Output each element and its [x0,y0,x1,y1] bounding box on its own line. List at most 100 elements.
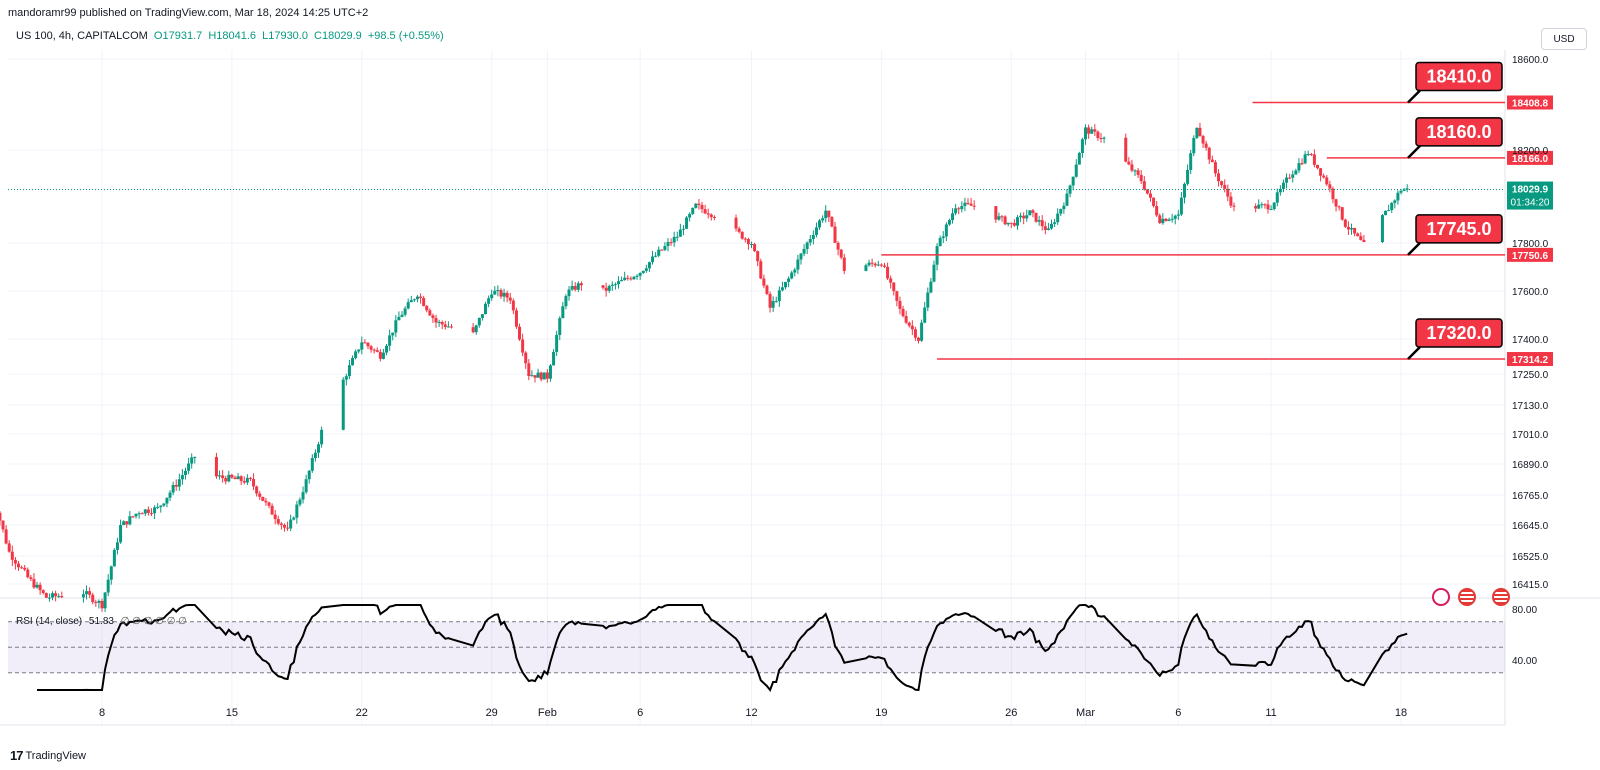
candle-body [601,285,605,288]
candle-body [1087,127,1091,134]
candle-body [1254,206,1258,209]
symbol-title: US 100, 4h, CAPITALCOM [16,30,148,42]
candle-body [60,596,64,598]
candle-body [1046,228,1050,230]
candle-body [137,513,141,515]
currency-button[interactable]: USD [1541,28,1587,50]
candle-body [672,236,676,243]
candle-body [360,342,364,350]
candle-body [245,477,249,483]
candle-body [1170,218,1174,220]
candle-body [437,321,441,323]
us-flag-event-icon[interactable] [1458,588,1476,606]
x-tick-label: 29 [486,707,498,719]
candle-body [153,507,157,514]
y-tick-label: 16415.0 [1512,580,1549,591]
candle-body [521,339,525,353]
candle-body [1053,222,1057,224]
candle-body [567,289,571,297]
us-flag-event-icon-2[interactable] [1492,588,1510,606]
candle-body [347,365,351,377]
candle-body [1340,207,1344,220]
candle-body [1384,210,1388,216]
candle-body [876,264,880,266]
candle-body [1173,215,1177,219]
candle-body [159,505,163,508]
candle-body [1405,188,1409,190]
candle-body [1003,216,1007,225]
candle-body [406,302,410,309]
candle-body [1399,190,1403,193]
candle-body [1043,226,1047,230]
candle-body [122,521,126,526]
candle-body [1269,209,1273,211]
candle-body [1183,183,1186,198]
candle-body [830,217,834,227]
candle-body [548,365,552,379]
candle-body [409,300,413,303]
candle-body [1198,127,1202,136]
callout-pointer [1407,89,1421,104]
candle-body [1263,204,1267,206]
candle-body [1226,188,1230,197]
candle-body [180,475,184,480]
candle-body [1006,222,1010,225]
level-axis-label: 17750.6 [1512,251,1549,262]
candle-body [771,301,775,308]
candle-body [827,210,831,218]
candle-body [100,600,104,609]
x-tick-label: 11 [1265,707,1276,719]
candle-body [1315,164,1319,169]
candle-body [966,202,970,204]
rsi-line [37,604,1408,693]
candle-body [706,213,710,215]
candle-body [542,372,546,380]
candle-body [38,584,42,591]
candle-body [753,244,757,252]
candle-body [449,326,453,328]
candle-body [901,308,905,317]
candle-body [239,476,243,481]
candle-body [23,567,27,570]
candle-body [1319,168,1323,176]
rsi-value: 51.83 [88,616,114,627]
candle-body [264,500,268,503]
candle-body [10,551,14,560]
candle-body [394,320,398,333]
candle-body [954,208,958,214]
candle-body [972,205,976,207]
candle-body [174,484,178,487]
candle-body [307,470,311,480]
level-axis-label: 18166.0 [1512,154,1549,165]
candle-body [555,334,559,352]
candle-body [1164,218,1168,221]
candle-body [1223,184,1227,189]
callout-label: 17745.0 [1426,219,1491,239]
candle-body [821,218,825,221]
candle-body [1074,164,1078,177]
y-tick-label: 16645.0 [1512,521,1549,532]
candle-body [1328,184,1332,189]
candle-body [929,281,933,293]
candle-body [493,290,497,295]
candle-body [1019,215,1023,218]
candle-body [255,486,259,494]
candle-body [375,350,379,352]
candle-body [1291,174,1295,178]
x-tick-label: 12 [745,707,757,719]
candle-body [780,287,784,291]
candle-body [502,292,506,297]
y-tick-label: 17800.0 [1512,239,1549,250]
lightning-event-icon[interactable] [1432,588,1450,606]
candle-body [951,213,955,221]
callout-box [1415,117,1503,147]
candle-body [1040,220,1044,227]
callout-box [1415,61,1503,92]
candle-body [26,569,30,578]
candle-body [1148,193,1152,198]
candle-body [115,542,119,550]
candle-body [403,308,407,315]
candle-body [669,242,673,244]
candle-body [1127,161,1131,165]
